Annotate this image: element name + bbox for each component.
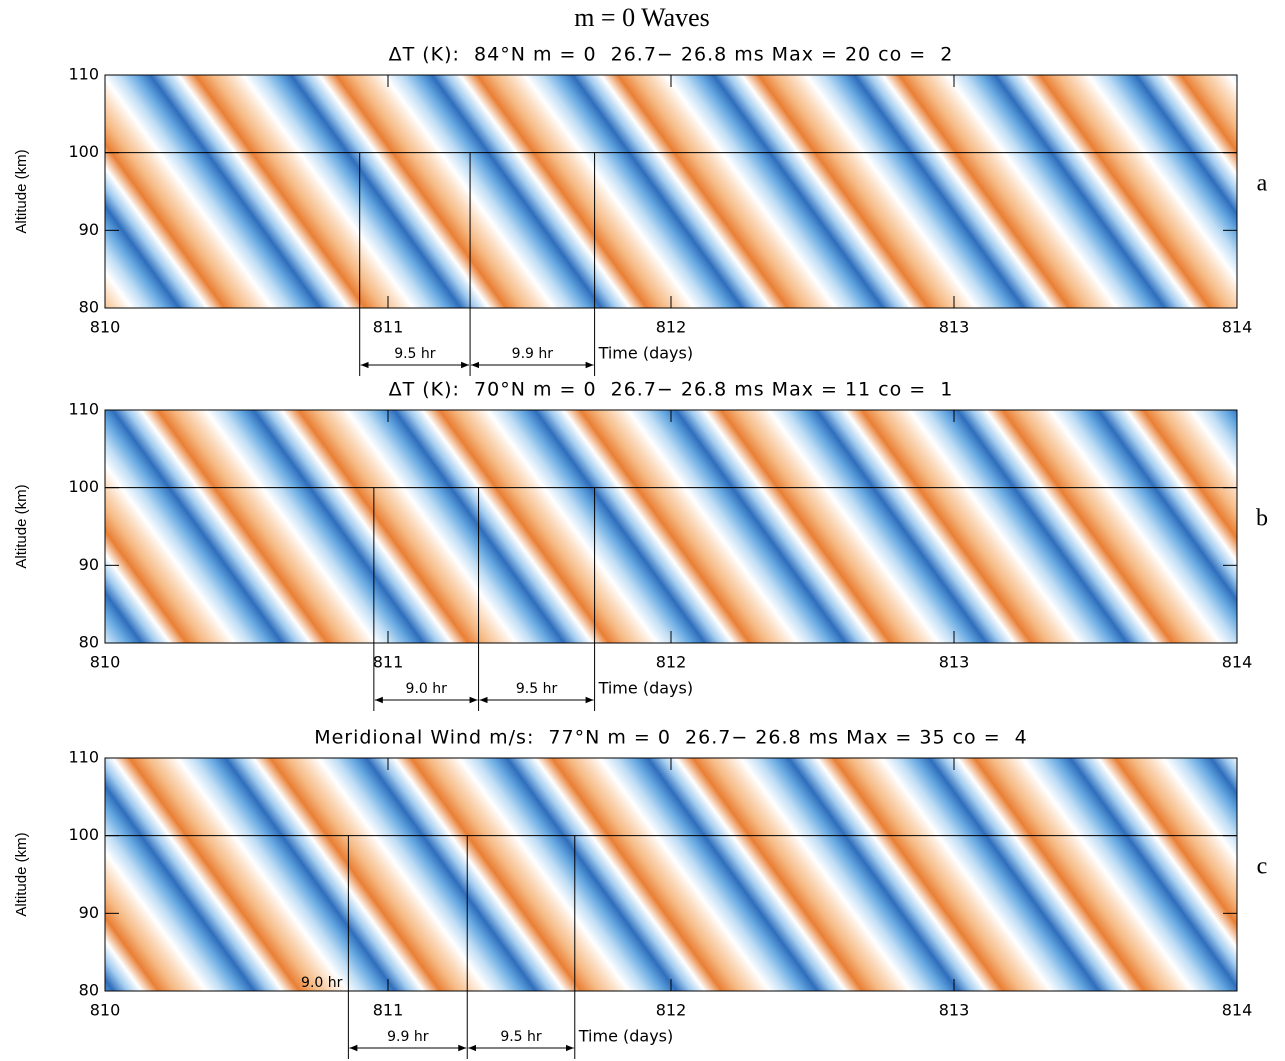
x-axis-label: Time (days) [598,344,694,363]
panel-label: b [1256,506,1268,532]
y-tick-label: 110 [68,748,99,767]
interval-label: 9.9 hr [512,346,554,362]
y-axis-label: Altitude (km) [13,484,30,568]
x-tick-label: 811 [373,653,404,672]
interval-label: 9.5 hr [500,1029,542,1045]
y-tick-label: 90 [79,555,99,574]
y-tick-label: 100 [68,825,99,844]
y-axis-label: Altitude (km) [13,149,30,233]
y-tick-label: 110 [68,400,99,419]
y-axis-label: Altitude (km) [13,832,30,916]
y-tick-label: 80 [79,981,99,1000]
x-axis-label: Time (days) [578,1027,674,1046]
y-tick-label: 90 [79,903,99,922]
x-tick-label: 813 [939,318,970,337]
panel-title: ΔT (K): 84°N m = 0 26.7− 26.8 ms Max = 2… [389,44,954,66]
interval-label: 9.9 hr [387,1029,429,1045]
x-tick-label: 812 [656,653,687,672]
x-tick-label: 814 [1222,1001,1253,1020]
x-tick-label: 811 [373,1001,404,1020]
y-tick-label: 110 [68,65,99,84]
panel-title: ΔT (K): 70°N m = 0 26.7− 26.8 ms Max = 1… [389,379,954,401]
annotation: 9.0 hr [301,975,343,991]
interval-label: 9.5 hr [516,681,558,697]
y-tick-label: 90 [79,220,99,239]
contour-field [105,75,1237,308]
panel-title: Meridional Wind m/s: 77°N m = 0 26.7− 26… [314,727,1028,749]
x-tick-label: 812 [656,318,687,337]
x-tick-label: 813 [939,653,970,672]
y-tick-label: 80 [79,298,99,317]
x-tick-label: 811 [373,318,404,337]
contour-field [105,758,1237,991]
panel-label: a [1257,171,1268,197]
interval-label: 9.0 hr [406,681,448,697]
x-tick-label: 813 [939,1001,970,1020]
contour-field [105,410,1237,643]
x-tick-label: 814 [1222,653,1253,672]
x-tick-label: 812 [656,1001,687,1020]
x-tick-label: 810 [90,318,121,337]
figure-title: m = 0 Waves [574,3,710,32]
panel-label: c [1257,854,1268,880]
x-tick-label: 814 [1222,318,1253,337]
interval-label: 9.5 hr [394,346,436,362]
y-tick-label: 80 [79,633,99,652]
x-tick-label: 810 [90,653,121,672]
x-axis-label: Time (days) [598,679,694,698]
x-tick-label: 810 [90,1001,121,1020]
y-tick-label: 100 [68,142,99,161]
y-tick-label: 100 [68,477,99,496]
